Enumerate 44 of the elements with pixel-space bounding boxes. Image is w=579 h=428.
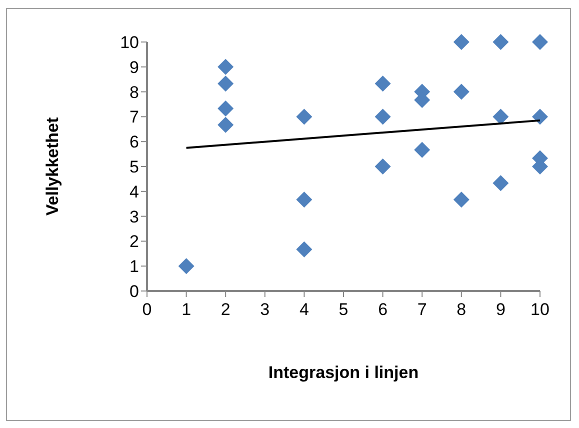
x-tick-label: 0	[142, 300, 152, 320]
point	[532, 108, 548, 125]
point	[492, 34, 509, 50]
point	[532, 34, 548, 50]
x-tick-label: 4	[299, 300, 309, 320]
point	[218, 76, 234, 92]
y-tick-label: 3	[130, 207, 139, 226]
point	[374, 108, 391, 125]
y-tick-label: 9	[130, 58, 139, 77]
x-tick-label: 8	[456, 300, 466, 320]
point	[453, 34, 470, 50]
x-tick-label: 2	[220, 300, 230, 320]
y-tick-label: 1	[130, 257, 139, 276]
point	[218, 58, 234, 75]
y-tick-label: 7	[130, 108, 139, 127]
point	[218, 100, 234, 116]
x-tick-label: 9	[496, 300, 506, 320]
point	[218, 116, 234, 133]
point	[492, 108, 509, 125]
x-tick-label: 7	[417, 300, 427, 320]
point	[374, 76, 391, 92]
point	[414, 142, 430, 158]
y-tick-label: 6	[130, 132, 139, 152]
y-tick-label: 4	[130, 182, 139, 202]
x-tick-label: 3	[260, 300, 270, 320]
x-axis-title: Integrasjon i linjen	[268, 363, 419, 382]
y-axis-title: Vellykkethet	[43, 117, 62, 216]
point	[296, 108, 312, 125]
y-tick-label: 5	[130, 158, 139, 177]
y-tick-label: 10	[120, 33, 139, 52]
point	[296, 192, 312, 208]
point	[492, 175, 509, 192]
point	[453, 192, 470, 208]
y-tick-label: 2	[130, 232, 139, 252]
x-tick-label: 10	[530, 300, 550, 320]
x-tick-label: 6	[378, 300, 388, 320]
x-tick-label: 5	[338, 300, 348, 320]
y-tick-label: 0	[130, 282, 139, 302]
y-tick-label: 8	[130, 82, 139, 102]
point	[453, 84, 470, 100]
point	[178, 258, 194, 274]
point	[374, 158, 391, 174]
point	[296, 241, 312, 258]
x-tick-label: 1	[182, 300, 192, 320]
